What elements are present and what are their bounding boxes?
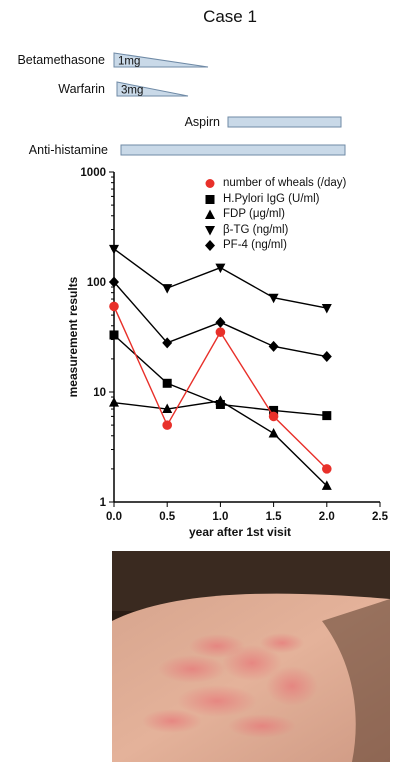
series-line (113, 400, 328, 487)
data-point (321, 304, 332, 314)
series-4 (109, 276, 332, 363)
duration-bar (227, 116, 342, 128)
legend-item-pf4: PF-4 (ng/ml) (203, 238, 346, 254)
taper-bar (113, 52, 209, 68)
x-tick-label: 2.5 (372, 511, 389, 523)
data-point (215, 327, 226, 337)
data-point (269, 405, 279, 415)
timeline-row-anti-histamine: Anti-histamine (29, 143, 346, 157)
legend-marker-triangle-down-icon (205, 225, 215, 235)
timeline-row-aspirn: Aspirn (185, 115, 342, 129)
legend-label: PF-4 (ng/ml) (223, 239, 287, 251)
y-tick-label: 100 (87, 277, 106, 289)
y-tick-label: 1 (100, 497, 107, 509)
drug-label: Warfarin (58, 82, 105, 96)
x-tick-label: 1.0 (212, 511, 228, 523)
case-title: Case 1 (203, 7, 257, 26)
x-tick-label: 1.5 (266, 511, 283, 523)
data-point (109, 330, 119, 340)
series-2 (109, 395, 332, 490)
series-0 (109, 301, 332, 474)
series-line (113, 248, 327, 309)
data-point (268, 427, 279, 438)
data-point (109, 397, 119, 407)
timeline-row-betamethasone: Betamethasone 1mg (17, 52, 209, 68)
x-axis-label: year after 1st visit (189, 525, 291, 539)
data-point (109, 244, 119, 255)
drug-label: Anti-histamine (29, 143, 108, 157)
data-point (162, 284, 173, 294)
data-point (162, 378, 172, 388)
legend-marker-triangle-up-icon (205, 209, 215, 219)
data-point (322, 411, 332, 421)
y-axis-label: measurement results (66, 276, 80, 397)
data-point (162, 403, 173, 414)
drug-label: Betamethasone (17, 53, 105, 67)
legend-label: number of wheals (/day) (223, 177, 347, 189)
series-3 (109, 244, 332, 314)
data-point (109, 276, 119, 288)
skin-wheals-photo (112, 551, 390, 762)
data-point (321, 351, 332, 363)
legend-marker-diamond-icon (205, 240, 215, 251)
data-point (215, 395, 226, 405)
x-tick-label: 0.0 (106, 511, 122, 523)
drug-label: Aspirn (185, 115, 220, 129)
taper-bar (116, 81, 189, 97)
dose-label: 1mg (118, 56, 140, 68)
data-point (268, 293, 279, 304)
data-point (162, 420, 172, 430)
legend-item-wheals: number of wheals (/day) (203, 176, 346, 192)
legend-marker-circle-icon (205, 179, 215, 188)
legend-label: H.Pylori IgG (U/ml) (223, 192, 320, 205)
data-point (322, 464, 332, 474)
legend-item-hpylori: H.Pylori IgG (U/ml) (203, 192, 346, 208)
legend-item-fdp: FDP (μg/ml) (203, 207, 346, 223)
y-tick-label: 10 (93, 387, 106, 399)
timeline-row-warfarin: Warfarin 3mg (58, 81, 189, 97)
data-point (321, 480, 332, 490)
legend-item-btg: β-TG (ng/ml) (203, 223, 346, 239)
legend-marker-square-icon (205, 194, 215, 204)
chart-legend: number of wheals (/day) H.Pylori IgG (U/… (203, 176, 346, 254)
x-tick-label: 2.0 (319, 511, 335, 523)
data-point (215, 263, 226, 274)
data-point (162, 337, 173, 349)
y-tick-label: 1000 (80, 167, 106, 179)
data-point (268, 411, 279, 422)
data-point (215, 316, 226, 328)
data-point (268, 340, 279, 352)
data-point (109, 301, 119, 312)
drug-timeline: Betamethasone 1mg Warfarin 3mg Aspirn Anti-hi… (17, 52, 346, 157)
legend-label: FDP (μg/ml) (223, 208, 285, 220)
x-tick-label: 0.5 (159, 511, 176, 523)
dose-label: 3mg (121, 85, 143, 97)
duration-bar (120, 144, 346, 156)
line-chart: 1 10 100 1000 0.0 0.5 1.0 1.5 2.0 2.5 year after 1… (66, 167, 389, 539)
legend-label: β-TG (ng/ml) (223, 223, 289, 236)
